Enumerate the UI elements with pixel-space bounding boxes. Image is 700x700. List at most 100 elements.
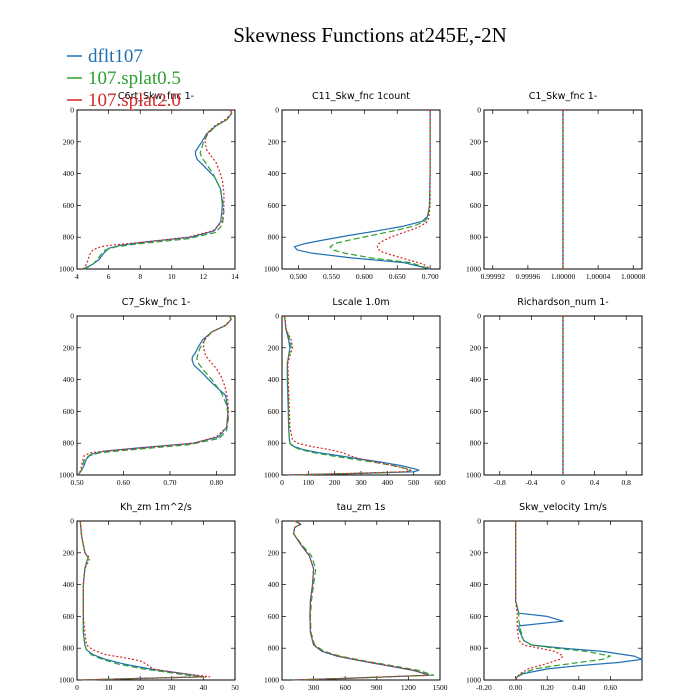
plot-frame xyxy=(281,520,441,681)
y-tick-label: 200 xyxy=(63,548,75,557)
figure-title: Skewness Functions at245E,-2N xyxy=(233,23,507,47)
plot-frame xyxy=(76,315,236,476)
y-tick-label: 1000 xyxy=(466,265,481,274)
panel-2: C11_Skw_fnc 1count 0.500 0.550 0.600 0.650 0.… xyxy=(264,91,441,281)
x-tick-label: 1200 xyxy=(401,683,416,692)
panel-7: Kh_zm 1m^2/s 0 10 20 30 40 50 0 200 400 600 800 1000 xyxy=(59,502,239,692)
y-tick-label: 200 xyxy=(268,548,280,557)
x-tick-label: 0 xyxy=(561,478,565,487)
series-line-dflt107 xyxy=(77,315,232,476)
y-tick-label: 1000 xyxy=(264,676,279,685)
panel-title: C6rt_Skw_fnc 1- xyxy=(118,91,194,102)
y-tick-label: 1000 xyxy=(59,471,74,480)
y-tick-label: 1000 xyxy=(59,265,74,274)
panel-title: C11_Skw_fnc 1count xyxy=(312,91,410,102)
panel-title: Kh_zm 1m^2/s xyxy=(120,502,192,513)
x-tick-label: 600 xyxy=(340,683,352,692)
y-tick-label: 0 xyxy=(477,517,481,526)
x-tick-label: 300 xyxy=(308,683,320,692)
legend: dflt107 107.splat0.5 107.splat2.0 xyxy=(67,46,181,111)
y-tick-label: 1000 xyxy=(264,265,279,274)
series-line-107.splat2.0 xyxy=(82,109,233,270)
panel-title: Lscale 1.0m xyxy=(332,297,389,308)
x-tick-label: 0.80 xyxy=(210,478,223,487)
panel-4: C7_Skw_fnc 1- 0.50 0.60 0.70 0.80 0 200 400 600 8… xyxy=(59,297,236,487)
series-line-107.splat2.0 xyxy=(514,521,564,681)
panel-title: tau_zm 1s xyxy=(337,502,386,513)
x-tick-label: 40 xyxy=(200,683,208,692)
panel-9: Skw_velocity 1m/s -0.20 0.00 0.20 0.40 0.60 0 2… xyxy=(466,502,643,692)
y-tick-label: 1000 xyxy=(466,676,481,685)
x-tick-label: 0.4 xyxy=(590,478,600,487)
x-tick-label: 0.00 xyxy=(509,683,522,692)
y-tick-label: 0 xyxy=(477,106,481,115)
x-tick-label: 500 xyxy=(408,478,420,487)
plot-frame xyxy=(76,520,236,681)
y-tick-label: 600 xyxy=(63,201,75,210)
y-tick-label: 600 xyxy=(470,201,482,210)
y-tick-label: 400 xyxy=(470,169,482,178)
x-tick-label: 14 xyxy=(231,272,239,281)
x-tick-label: 20 xyxy=(136,683,144,692)
x-tick-label: -0.20 xyxy=(476,683,492,692)
panel-title: Skw_velocity 1m/s xyxy=(519,502,607,513)
y-tick-label: 1000 xyxy=(466,471,481,480)
x-tick-label: 1.00000 xyxy=(551,272,576,281)
x-tick-label: 6 xyxy=(107,272,111,281)
series-line-107.splat2.0 xyxy=(79,520,211,681)
legend-label-dflt107: dflt107 xyxy=(88,46,143,67)
y-tick-label: 800 xyxy=(63,439,75,448)
y-tick-label: 400 xyxy=(63,580,75,589)
y-tick-label: 200 xyxy=(268,137,280,146)
series-line-dflt107 xyxy=(292,520,431,681)
y-tick-label: 0 xyxy=(70,312,74,321)
panel-title: C7_Skw_fnc 1- xyxy=(122,297,191,308)
x-tick-label: 600 xyxy=(434,478,446,487)
x-tick-label: 0.70 xyxy=(163,478,176,487)
x-tick-label: 0.600 xyxy=(356,272,373,281)
x-tick-label: 0 xyxy=(280,683,284,692)
x-tick-label: 100 xyxy=(303,478,315,487)
legend-label-splat20: 107.splat2.0 xyxy=(88,90,181,111)
panel-5: Lscale 1.0m 0 100 200 300 400 500 600 0 200 400 600… xyxy=(264,297,446,487)
y-tick-label: 800 xyxy=(268,439,280,448)
plot-frame xyxy=(76,109,236,270)
series-line-107.splat2.0 xyxy=(292,520,431,681)
x-tick-label: 0.8 xyxy=(622,478,632,487)
x-tick-label: 900 xyxy=(371,683,383,692)
y-tick-label: 600 xyxy=(470,407,482,416)
legend-label-splat05: 107.splat0.5 xyxy=(88,68,181,89)
y-tick-label: 400 xyxy=(470,375,482,384)
y-tick-label: 0 xyxy=(477,312,481,321)
series-line-107.splat0.5 xyxy=(329,110,431,270)
panel-1: C6rt_Skw_fnc 1- 4 6 8 10 12 14 0 200 400 600 800 100… xyxy=(59,91,239,281)
x-tick-label: 8 xyxy=(138,272,142,281)
y-tick-label: 400 xyxy=(268,580,280,589)
y-tick-label: 800 xyxy=(470,644,482,653)
x-tick-label: 0.20 xyxy=(541,683,554,692)
y-tick-label: 0 xyxy=(70,517,74,526)
x-tick-label: 0.40 xyxy=(572,683,585,692)
plot-frame xyxy=(281,109,441,270)
y-tick-label: 0 xyxy=(275,312,279,321)
x-tick-label: 1.00004 xyxy=(586,272,611,281)
x-tick-label: 0.500 xyxy=(290,272,307,281)
panel-title: C1_Skw_fnc 1- xyxy=(529,91,598,102)
panels: C6rt_Skw_fnc 1-4 6 8 10 12 140200400600800100… xyxy=(59,91,646,692)
x-tick-label: 30 xyxy=(168,683,176,692)
x-tick-label: 50 xyxy=(231,683,239,692)
y-tick-label: 200 xyxy=(63,343,75,352)
x-tick-label: 0 xyxy=(75,683,79,692)
panel-title: Richardson_num 1- xyxy=(517,297,608,308)
series-line-107.splat2.0 xyxy=(284,315,412,476)
y-tick-label: 400 xyxy=(268,375,280,384)
y-tick-label: 600 xyxy=(268,612,280,621)
x-tick-label: -0.8 xyxy=(494,478,506,487)
x-tick-label: 0.99992 xyxy=(481,272,506,281)
x-tick-label: 300 xyxy=(355,478,367,487)
x-tick-label: 0.50 xyxy=(70,478,83,487)
series-line-107.splat2.0 xyxy=(77,315,232,476)
x-tick-label: 0 xyxy=(280,478,284,487)
series-line-dflt107 xyxy=(514,521,643,681)
y-tick-label: 800 xyxy=(63,644,75,653)
